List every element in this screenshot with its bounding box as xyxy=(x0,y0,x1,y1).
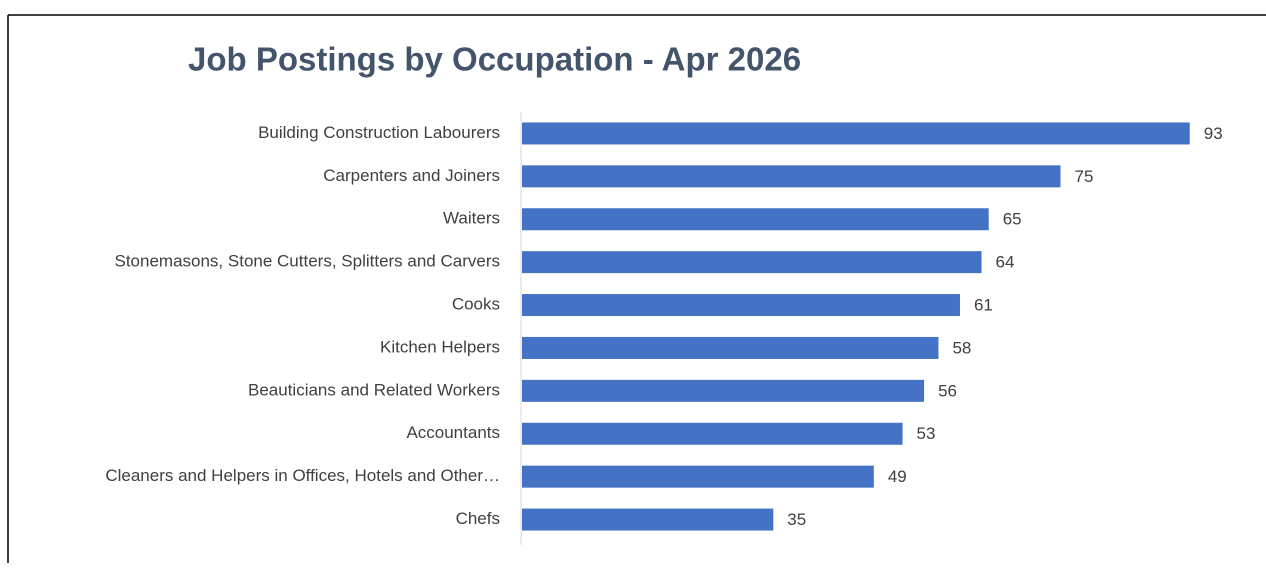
bar xyxy=(522,208,989,231)
y-tick-label: Cleaners and Helpers in Offices, Hotels … xyxy=(105,466,500,485)
y-tick-label: Accountants xyxy=(406,423,500,442)
data-label: 93 xyxy=(1204,124,1223,143)
data-label: 58 xyxy=(952,338,971,357)
y-tick-label: Beauticians and Related Workers xyxy=(248,380,500,399)
y-tick-label: Kitchen Helpers xyxy=(380,337,500,356)
bar xyxy=(522,508,774,531)
data-label: 65 xyxy=(1003,210,1022,229)
bar xyxy=(522,336,939,359)
y-tick-label: Waiters xyxy=(443,209,500,228)
bar xyxy=(522,422,903,445)
data-label: 49 xyxy=(888,467,907,486)
bar xyxy=(522,465,874,488)
data-label: 64 xyxy=(996,253,1015,272)
y-tick-label: Chefs xyxy=(456,509,500,528)
bar xyxy=(522,379,925,402)
bar xyxy=(522,165,1061,188)
data-label: 75 xyxy=(1075,167,1094,186)
data-label: 56 xyxy=(938,381,957,400)
y-tick-label: Carpenters and Joiners xyxy=(323,166,500,185)
y-tick-label: Cooks xyxy=(452,295,500,314)
y-tick-label: Building Construction Labourers xyxy=(258,123,500,142)
data-label: 61 xyxy=(974,296,993,315)
y-tick-label: Stonemasons, Stone Cutters, Splitters an… xyxy=(114,252,500,271)
data-label: 35 xyxy=(787,510,806,529)
data-label: 53 xyxy=(917,424,936,443)
chart-title: Job Postings by Occupation - Apr 2026 xyxy=(188,41,801,78)
bar xyxy=(522,294,960,317)
bar xyxy=(522,251,982,274)
bar xyxy=(522,122,1190,145)
